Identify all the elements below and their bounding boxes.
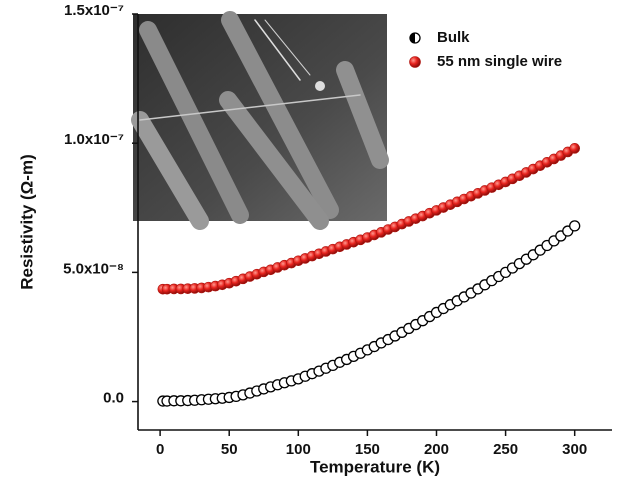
legend-label: 55 nm single wire — [437, 53, 562, 70]
x-tick-label: 150 — [355, 441, 380, 458]
x-tick-label: 200 — [424, 441, 449, 458]
x-tick-label: 50 — [221, 441, 238, 458]
y-tick-label: 1.0x10⁻⁷ — [64, 131, 124, 148]
x-axis-title: Temperature (K) — [310, 457, 440, 476]
legend-label: Bulk — [437, 29, 470, 46]
inset-micrograph — [131, 11, 389, 230]
x-tick-label: 300 — [562, 441, 587, 458]
y-tick-label: 5.0x10⁻⁸ — [63, 260, 124, 277]
x-tick-label: 250 — [493, 441, 518, 458]
y-axis-title: Resistivity (Ω-m) — [17, 154, 36, 290]
x-tick-label: 0 — [156, 441, 164, 458]
y-tick-label: 1.5x10⁻⁷ — [64, 2, 124, 19]
legend-marker — [409, 56, 421, 68]
x-tick-label: 100 — [286, 441, 311, 458]
legend-marker-half — [410, 33, 415, 43]
data-point — [569, 143, 580, 154]
y-tick-label: 0.0 — [103, 390, 124, 407]
data-point — [569, 220, 581, 232]
